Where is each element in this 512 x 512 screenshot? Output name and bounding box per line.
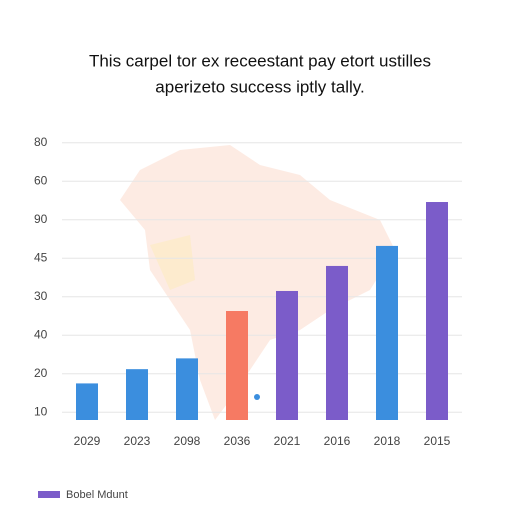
x-tick-label: 2098 [174,434,201,448]
legend-swatch [38,491,60,498]
y-tick-label: 90 [34,212,48,226]
chart-subtitle: aperizeto success iptly tally. [155,77,364,96]
x-tick-label: 2015 [424,434,451,448]
bar [426,202,448,420]
chart-title: This carpel tor ex receestant pay etort … [89,51,431,70]
x-tick-label: 2021 [274,434,301,448]
x-tick-label: 2029 [74,434,101,448]
x-tick-label: 2023 [124,434,151,448]
x-tick-label: 2016 [324,434,351,448]
y-tick-label: 45 [34,250,48,264]
bar [76,383,98,420]
y-tick-label: 80 [34,135,48,149]
y-tick-label: 30 [34,289,48,303]
map-region [150,235,195,290]
y-tick-label: 60 [34,173,48,187]
bar [126,369,148,420]
x-tick-label: 2036 [224,434,251,448]
bar [376,245,398,420]
y-tick-label: 20 [34,366,48,380]
y-tick-label: 40 [34,327,48,341]
bar [326,265,348,420]
bar [176,358,198,420]
map-background [120,145,395,420]
decor-dot [254,394,260,400]
y-tick-label: 10 [34,404,48,418]
x-tick-label: 2018 [374,434,401,448]
legend-label: Bobel Mdunt [66,489,128,501]
bar [226,311,248,420]
bar [276,290,298,420]
